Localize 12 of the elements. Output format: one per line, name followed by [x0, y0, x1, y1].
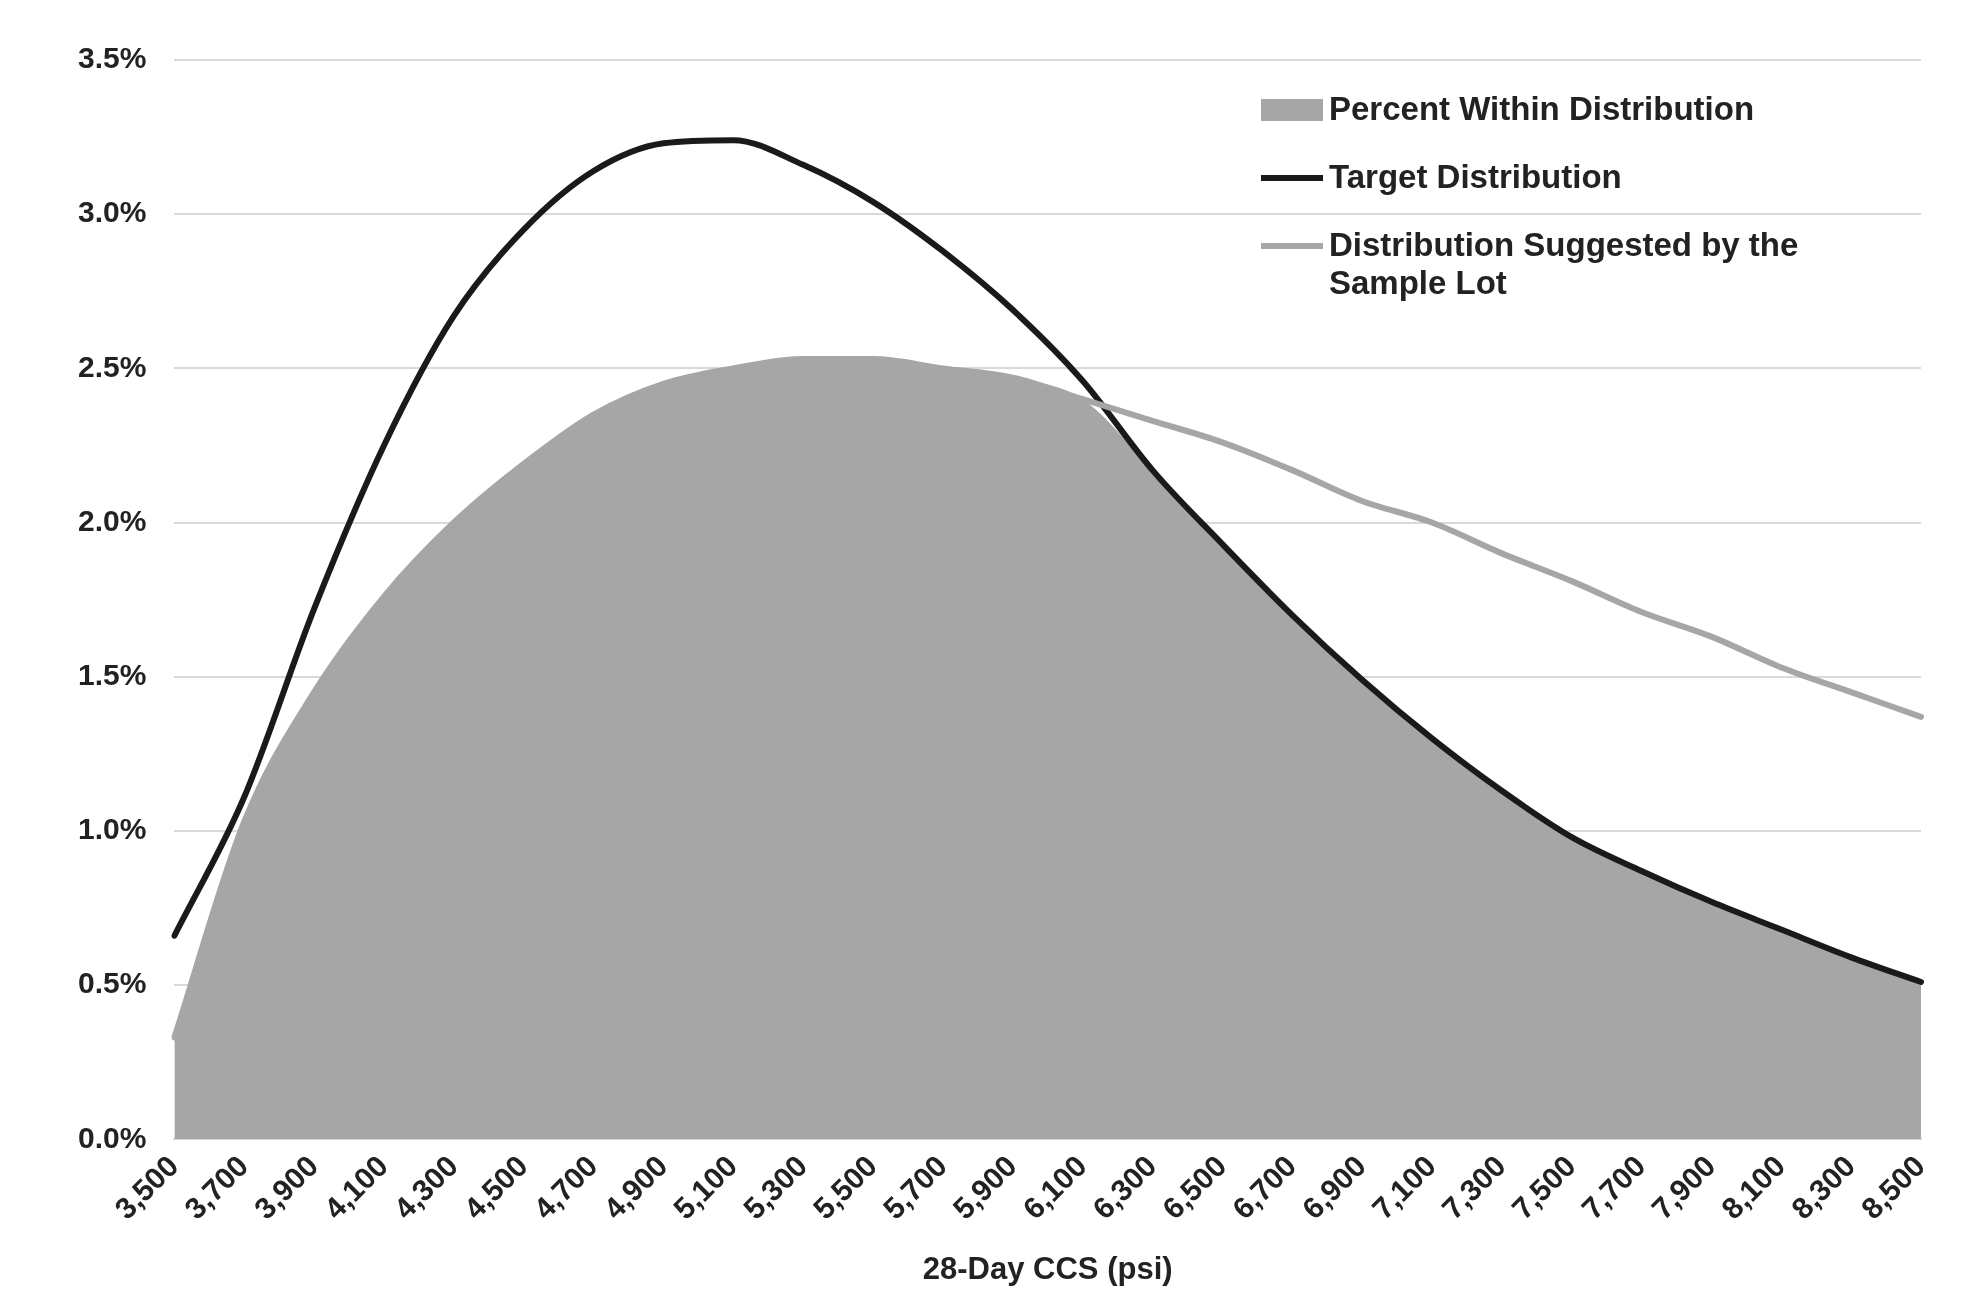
y-tick-label: 1.5%: [77, 657, 147, 691]
y-tick-label: 2.0%: [77, 503, 147, 537]
y-tick-label: 3.0%: [77, 195, 147, 229]
x-axis-title: 28-Day CCS (psi): [922, 1250, 1173, 1286]
y-tick-label: 2.5%: [77, 349, 147, 383]
y-tick-label: 1.0%: [77, 812, 147, 846]
y-tick-label: 3.5%: [77, 41, 147, 75]
legend-label: Target Distribution: [1329, 158, 1622, 196]
legend-label: Distribution Suggested by the Sample Lot: [1329, 226, 1800, 302]
y-tick-label: 0.0%: [77, 1120, 147, 1154]
legend-label: Percent Within Distribution: [1329, 90, 1755, 128]
y-tick-label: 0.5%: [77, 966, 147, 1000]
